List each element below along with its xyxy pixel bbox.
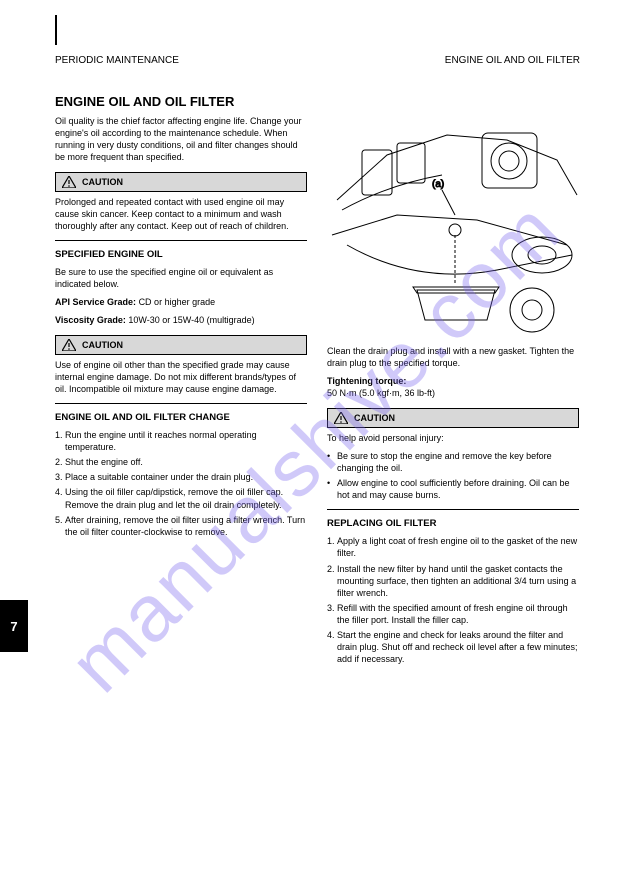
warning-icon [62,339,76,351]
step: 1.Apply a light coat of fresh engine oil… [327,535,579,559]
page-tab: 7 [0,600,28,652]
divider [55,240,307,241]
svg-text:(a): (a) [432,179,444,190]
step: 4.Start the engine and check for leaks a… [327,629,579,665]
spec-heading: SPECIFIED ENGINE OIL [55,249,307,262]
filter-heading: REPLACING OIL FILTER [327,518,579,531]
intro-text: Oil quality is the chief factor affectin… [55,115,307,164]
caution-label: CAUTION [82,176,123,188]
margin-bar [55,15,57,45]
step: 2.Install the new filter by hand until t… [327,563,579,599]
caution-label: CAUTION [354,412,395,424]
step: 4.Using the oil filler cap/dipstick, rem… [55,486,307,510]
section-title: ENGINE OIL AND OIL FILTER [55,94,580,109]
warning-icon [62,176,76,188]
right-column: (a) Clean the drain plug and install wit… [327,115,579,669]
caution-1-text: Prolonged and repeated contact with used… [55,196,307,232]
change-heading: ENGINE OIL AND OIL FILTER CHANGE [55,412,307,425]
engine-illustration: (a) [327,115,579,345]
running-header: PERIODIC MAINTENANCE ENGINE OIL AND OIL … [55,55,580,66]
api-grade: API Service Grade: CD or higher grade [55,296,307,308]
caution-2-text: Use of engine oil other than the specifi… [55,359,307,395]
divider [55,403,307,404]
caution-bullet: •Allow engine to cool sufficiently befor… [327,477,579,501]
viscosity: Viscosity Grade: 10W-30 or 15W-40 (multi… [55,314,307,326]
spec-text: Be sure to use the specified engine oil … [55,266,307,290]
step: 5.After draining, remove the oil filter … [55,514,307,538]
warning-icon [334,412,348,424]
step: 1.Run the engine until it reaches normal… [55,429,307,453]
step: 2.Shut the engine off. [55,456,307,468]
torque-spec: Tightening torque: 50 N·m (5.0 kgf·m, 36… [327,375,579,399]
caution-box-2: CAUTION [55,335,307,355]
left-column: Oil quality is the chief factor affectin… [55,115,307,669]
page-content: PERIODIC MAINTENANCE ENGINE OIL AND OIL … [55,55,580,669]
step: 3.Refill with the specified amount of fr… [327,602,579,626]
caution-bullet: •Be sure to stop the engine and remove t… [327,450,579,474]
drain-note: Clean the drain plug and install with a … [327,345,579,369]
caution-box-1: CAUTION [55,172,307,192]
header-right: ENGINE OIL AND OIL FILTER [445,55,580,66]
caution-box-3: CAUTION [327,408,579,428]
step: 3.Place a suitable container under the d… [55,471,307,483]
caution-3-intro: To help avoid personal injury: [327,432,579,444]
divider [327,509,579,510]
caution-label: CAUTION [82,339,123,351]
header-left: PERIODIC MAINTENANCE [55,55,179,66]
